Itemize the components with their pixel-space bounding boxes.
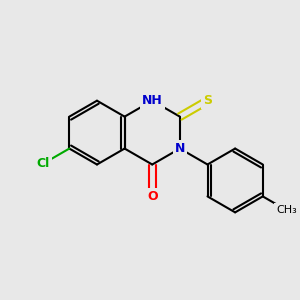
Text: CH₃: CH₃ <box>276 205 297 215</box>
Text: N: N <box>175 142 185 155</box>
Text: S: S <box>203 94 212 107</box>
Text: Cl: Cl <box>37 157 50 170</box>
Text: O: O <box>147 190 158 203</box>
Text: NH: NH <box>142 94 163 107</box>
